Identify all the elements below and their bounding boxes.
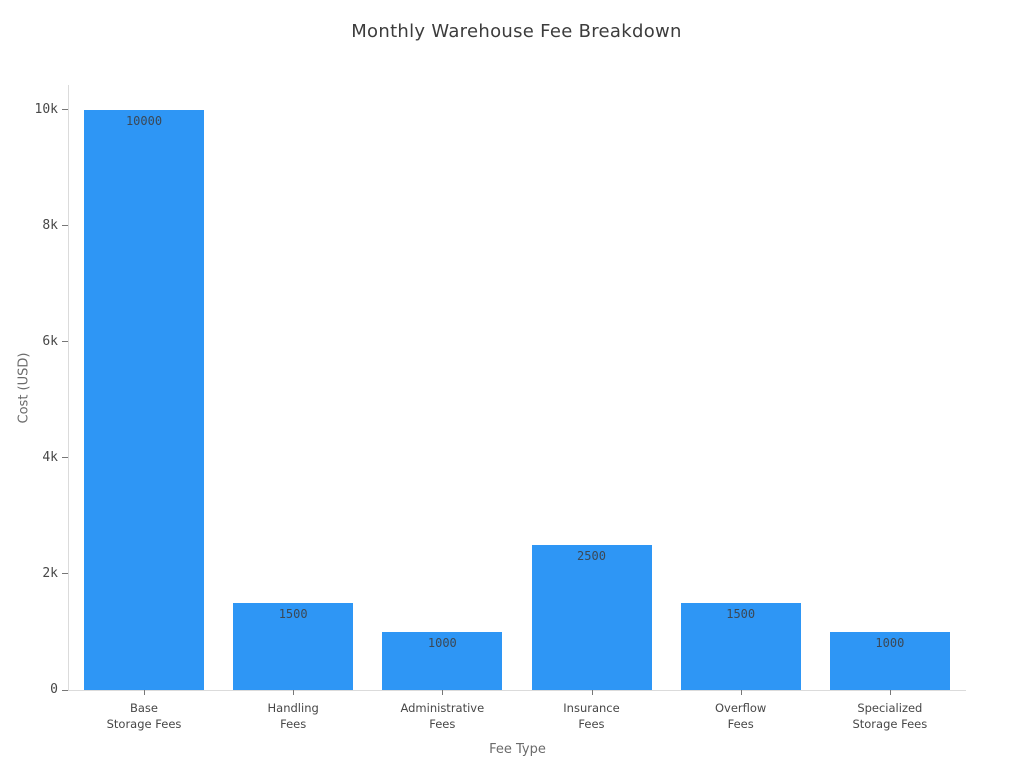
bar-value-label: 1500 [278,606,308,621]
bar-value-label: 1000 [875,635,905,650]
y-tick-label: 4k [42,449,58,465]
bar [382,632,503,690]
y-tick-mark [62,109,68,111]
y-tick-mark [62,573,68,575]
x-tick-mark [144,690,145,695]
y-tick-label: 2k [42,565,58,581]
x-category-label: Administrative Fees [400,701,485,731]
y-tick-label: 10k [34,101,58,117]
x-category-label: Insurance Fees [563,701,620,731]
x-category-label: Specialized Storage Fees [852,701,928,731]
y-tick-label: 8k [42,217,58,233]
y-tick-label: 0 [50,682,58,697]
bar-value-label: 1000 [427,635,457,650]
plot-area: Cost (USD) Fee Type 0 2k 4k 6k 8k 10k 10000 Bas… [17,85,966,757]
x-tick-mark [293,690,295,695]
x-category-label: Handling Fees [267,701,319,731]
bar-value-label: 2500 [577,548,606,563]
bar [680,603,801,690]
chart-title: Monthly Warehouse Fee Breakdown [351,21,682,42]
x-axis-title: Fee Type [489,742,546,757]
x-category-label: Base Storage Fees [106,701,182,731]
y-axis-title: Cost (USD) [16,352,32,423]
y-tick-label: 6k [42,333,58,349]
y-tick-mark [62,689,68,691]
x-tick-mark [442,690,444,695]
bar-value-label: 10000 [125,113,163,128]
bar [829,632,950,690]
x-tick-mark [740,690,742,695]
bar [531,545,652,690]
bar-value-label: 1500 [726,606,756,621]
bar [233,603,354,690]
bar [84,109,204,690]
y-tick-mark [62,225,68,227]
x-tick-mark [591,690,593,695]
y-tick-mark [62,457,68,459]
y-tick-mark [62,341,68,343]
x-tick-mark [889,690,891,695]
x-category-label: Overflow Fees [714,701,767,731]
